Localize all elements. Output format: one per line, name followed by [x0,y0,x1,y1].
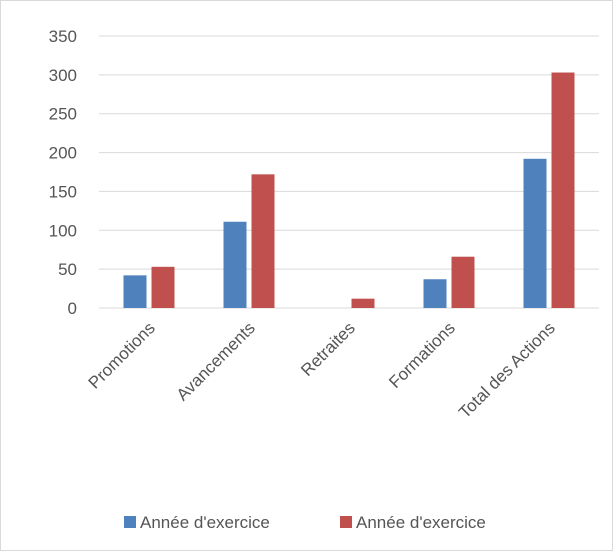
category-label: Avancements [173,318,259,404]
bar-series-1-3 [451,256,475,308]
legend-swatch-1 [340,516,352,528]
category-labels: Promotions Avancements Retraites Formations… [85,318,559,422]
category-label: Promotions [85,318,159,392]
bar-series-1-1 [251,174,275,308]
bars [123,72,575,308]
y-tick-label: 350 [49,27,77,46]
bar-series-0-0 [123,275,147,308]
legend-label-0: Année d'exercice [140,513,270,532]
y-tick-label: 250 [49,105,77,124]
y-tick-label: 50 [58,260,77,279]
y-tick-label: 300 [49,66,77,85]
legend: Année d'exercice Année d'exercice [124,513,486,532]
legend-swatch-0 [124,516,136,528]
bar-series-1-0 [151,266,175,308]
bar-series-1-2 [351,298,375,308]
y-tick-label: 0 [68,299,77,318]
bar-series-0-4 [523,158,547,308]
legend-label-1: Année d'exercice [356,513,486,532]
y-axis-ticks: 0 50 100 150 200 250 300 350 [49,27,77,318]
category-label: Formations [385,318,459,392]
bar-series-0-1 [223,221,247,308]
gridlines [99,35,599,309]
bar-series-0-3 [423,279,447,308]
y-tick-label: 200 [49,144,77,163]
category-label: Retraites [297,318,359,380]
y-tick-label: 100 [49,221,77,240]
y-tick-label: 150 [49,182,77,201]
category-label: Total des Actions [455,318,559,422]
bar-series-1-4 [551,72,575,308]
